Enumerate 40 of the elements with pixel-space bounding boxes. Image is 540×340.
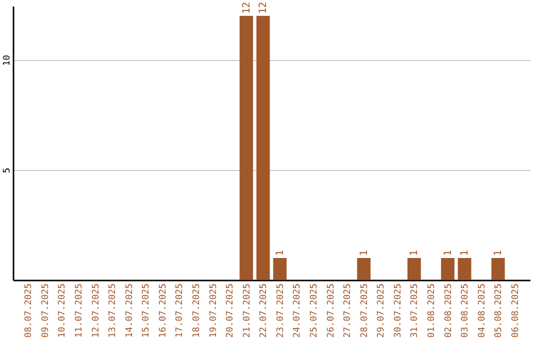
x-tick-label: 10.07.2025: [58, 284, 68, 338]
x-tick-label: 15.07.2025: [142, 284, 152, 338]
x-tick-label: 12.07.2025: [91, 284, 102, 338]
x-tick-label: 21.07.2025: [242, 284, 252, 338]
x-tick-label: 04.08.2025: [477, 284, 488, 338]
y-tick-label: 5: [2, 168, 12, 174]
x-tick-label: 05.08.2025: [494, 284, 504, 338]
x-tick-label: 28.07.2025: [360, 284, 370, 338]
x-tick-label: 02.08.2025: [444, 284, 454, 338]
x-tick-label: 08.07.2025: [24, 284, 34, 338]
data-label: 12: [241, 2, 252, 14]
x-tick-label: 25.07.2025: [309, 284, 320, 338]
data-label: 1: [358, 250, 370, 256]
data-label: 1: [460, 250, 471, 256]
x-tick-label: 03.08.2025: [460, 284, 471, 338]
x-tick-label: 16.07.2025: [158, 284, 168, 338]
x-tick-label: 22.07.2025: [259, 284, 270, 338]
data-label: 12: [258, 2, 270, 14]
data-label: 1: [442, 250, 454, 256]
x-tick-label: 30.07.2025: [393, 284, 404, 338]
x-tick-label: 24.07.2025: [292, 284, 303, 338]
x-tick-label: 13.07.2025: [108, 284, 118, 338]
data-label: 1: [274, 250, 286, 256]
y-tick-label: 10: [2, 55, 12, 66]
x-tick-label: 31.07.2025: [410, 284, 420, 338]
x-tick-label: 20.07.2025: [226, 284, 236, 338]
x-tick-label: 26.07.2025: [326, 284, 336, 338]
x-tick-label: 11.07.2025: [74, 284, 84, 338]
x-tick-label: 06.08.2025: [510, 284, 521, 338]
x-tick-label: 14.07.2025: [124, 284, 135, 338]
x-tick-label: 18.07.2025: [192, 284, 202, 338]
x-tick-label: 23.07.2025: [276, 284, 286, 338]
x-tick-label: 17.07.2025: [175, 284, 186, 338]
x-tick-label: 01.08.2025: [426, 284, 437, 338]
x-tick-label: 27.07.2025: [343, 284, 354, 338]
x-tick-label: 09.07.2025: [40, 284, 51, 338]
x-tick-label: 29.07.2025: [376, 284, 387, 338]
x-tick-label: 19.07.2025: [208, 284, 219, 338]
data-label: 1: [493, 250, 504, 256]
data-label: 1: [409, 250, 420, 256]
